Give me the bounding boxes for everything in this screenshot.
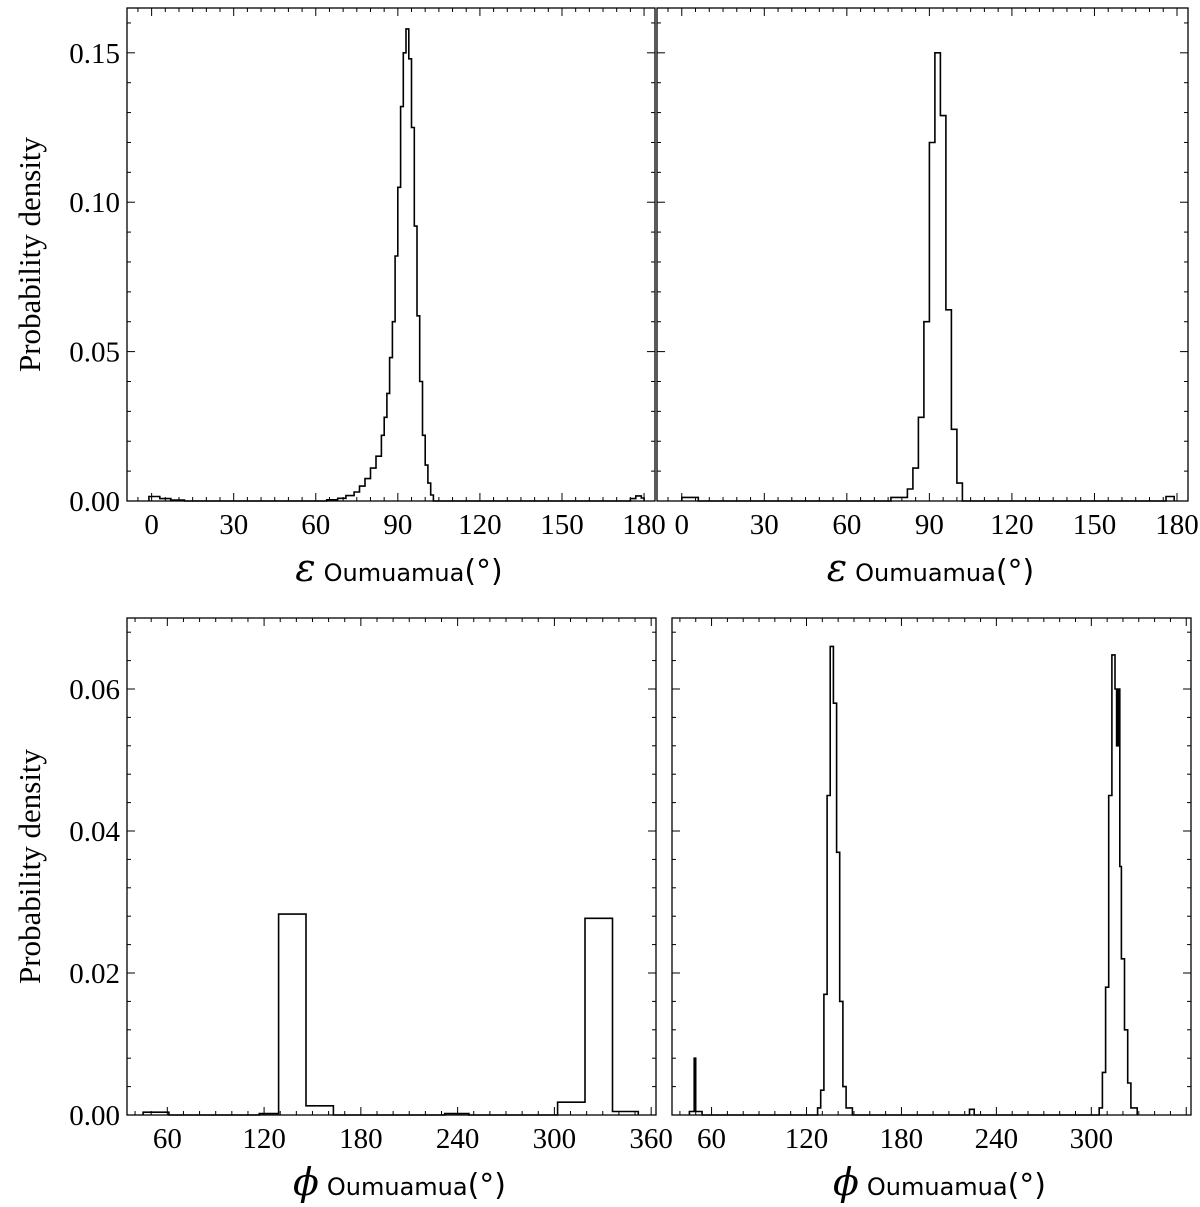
x-tick-label: 120 xyxy=(242,1123,286,1155)
x-tick-label: 300 xyxy=(1070,1123,1114,1155)
x-tick-label: 300 xyxy=(533,1123,577,1155)
x-tick-label: 90 xyxy=(915,509,944,541)
x-tick-label: 240 xyxy=(436,1123,480,1155)
x-tick-label: 180 xyxy=(1155,509,1199,541)
y-tick-label: 0.05 xyxy=(69,337,120,369)
x-tick-label: 30 xyxy=(750,509,779,541)
plot-frame xyxy=(126,7,656,502)
plot-frame xyxy=(656,7,1189,502)
x-tick-label: 30 xyxy=(219,509,248,541)
x-tick-label: 360 xyxy=(629,1123,673,1155)
x-axis-label: ϕ Oumuamua(°) xyxy=(293,1160,506,1204)
x-axis-label-symbol: ϕ xyxy=(293,1160,319,1204)
x-tick-label: 0 xyxy=(144,509,159,541)
histogram-outline xyxy=(688,645,1138,1116)
panel-epsilon-right: 0 30 60 90 120 150 180 ε Oumuamua(°) xyxy=(656,7,1199,590)
x-axis-label: ε Oumuamua(°) xyxy=(827,546,1035,590)
plot-frame xyxy=(126,617,657,1116)
panel-phi-right: 60 120 180 240 300 ϕ Oumuamua(°) xyxy=(671,617,1192,1204)
x-tick-label: 180 xyxy=(622,509,666,541)
y-tick-label: 0.10 xyxy=(69,187,120,219)
y-tick-label: 0.04 xyxy=(69,816,120,848)
x-tick-label: 240 xyxy=(975,1123,1019,1155)
histogram-outline xyxy=(142,913,640,1116)
x-tick-label: 0 xyxy=(675,509,690,541)
x-tick-label: 60 xyxy=(301,509,330,541)
y-tick-label: 0.06 xyxy=(69,674,120,706)
plot-frame xyxy=(671,617,1192,1116)
panel-epsilon-left: 0 30 60 90 120 150 180 0.00 0.05 0.10 0.15 Probabil… xyxy=(12,7,666,590)
x-axis-label-subscript: Oumuamua xyxy=(327,1173,468,1201)
x-axis-label-unit: (°) xyxy=(996,554,1034,589)
x-axis-label: ϕ Oumuamua(°) xyxy=(833,1160,1046,1204)
x-axis-label-unit: (°) xyxy=(464,554,502,589)
y-tick-label: 0.00 xyxy=(69,486,120,518)
x-tick-label: 60 xyxy=(832,509,861,541)
x-axis-label-subscript: Oumuamua xyxy=(867,1173,1008,1201)
x-axis-label: ε Oumuamua(°) xyxy=(295,546,503,590)
y-axis-label: Probability density xyxy=(12,136,47,372)
x-axis-label-symbol: ε xyxy=(827,546,847,590)
x-axis-label-unit: (°) xyxy=(1008,1168,1046,1203)
y-axis-label: Probability density xyxy=(12,748,47,984)
x-tick-label: 120 xyxy=(990,509,1034,541)
histogram-outline xyxy=(148,28,645,502)
y-tick-label: 0.02 xyxy=(69,958,120,990)
y-tick-label: 0.15 xyxy=(69,38,120,70)
panel-phi-left: 60 120 180 240 300 360 0.00 0.02 0.04 0.06 Probabi… xyxy=(12,617,673,1204)
x-tick-label: 150 xyxy=(540,509,584,541)
x-tick-label: 60 xyxy=(153,1123,182,1155)
x-tick-label: 120 xyxy=(458,509,502,541)
x-axis-label-symbol: ϕ xyxy=(833,1160,859,1204)
x-tick-label: 180 xyxy=(339,1123,383,1155)
x-axis-label-unit: (°) xyxy=(468,1168,506,1203)
x-tick-label: 180 xyxy=(880,1123,924,1155)
x-axis-label-symbol: ε xyxy=(295,546,315,590)
x-axis-label-subscript: Oumuamua xyxy=(324,559,465,587)
x-axis-label-subscript: Oumuamua xyxy=(855,559,996,587)
histogram-outline xyxy=(681,52,1175,502)
x-tick-label: 120 xyxy=(785,1123,829,1155)
x-tick-label: 150 xyxy=(1073,509,1117,541)
x-tick-label: 60 xyxy=(697,1123,726,1155)
y-tick-label: 0.00 xyxy=(69,1100,120,1132)
x-tick-label: 90 xyxy=(383,509,412,541)
